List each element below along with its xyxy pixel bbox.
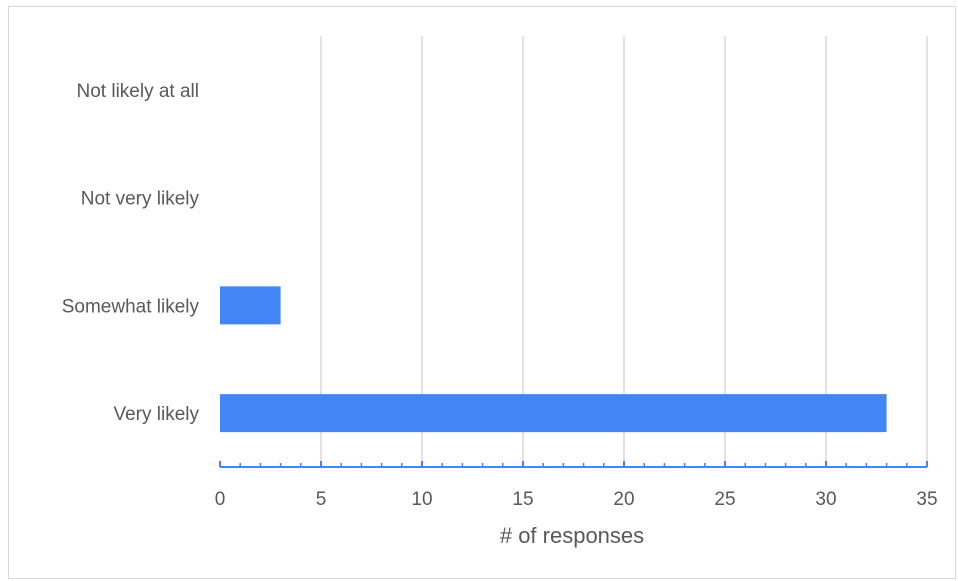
x-axis: 0 5 10 15 20 25 30 35 [215, 461, 938, 510]
x-tick-label: 30 [815, 489, 836, 510]
chart-frame [8, 6, 956, 579]
category-label: Very likely [113, 404, 199, 425]
x-tick-label: 0 [215, 489, 226, 510]
x-tick-label: 25 [714, 489, 735, 510]
category-label: Not likely at all [77, 81, 200, 102]
x-tick-label: 35 [916, 489, 937, 510]
x-tick-label: 15 [512, 489, 533, 510]
x-axis-title: # of responses [500, 523, 644, 548]
x-tick-label: 10 [411, 489, 432, 510]
x-tick-label: 20 [613, 489, 634, 510]
bars [220, 286, 887, 433]
bar [220, 394, 887, 433]
x-tick-label: 5 [316, 489, 327, 510]
category-label: Somewhat likely [62, 296, 200, 317]
category-label: Not very likely [81, 189, 200, 210]
bar [220, 286, 281, 325]
category-labels: Not likely at all Not very likely Somewhat… [62, 81, 200, 425]
